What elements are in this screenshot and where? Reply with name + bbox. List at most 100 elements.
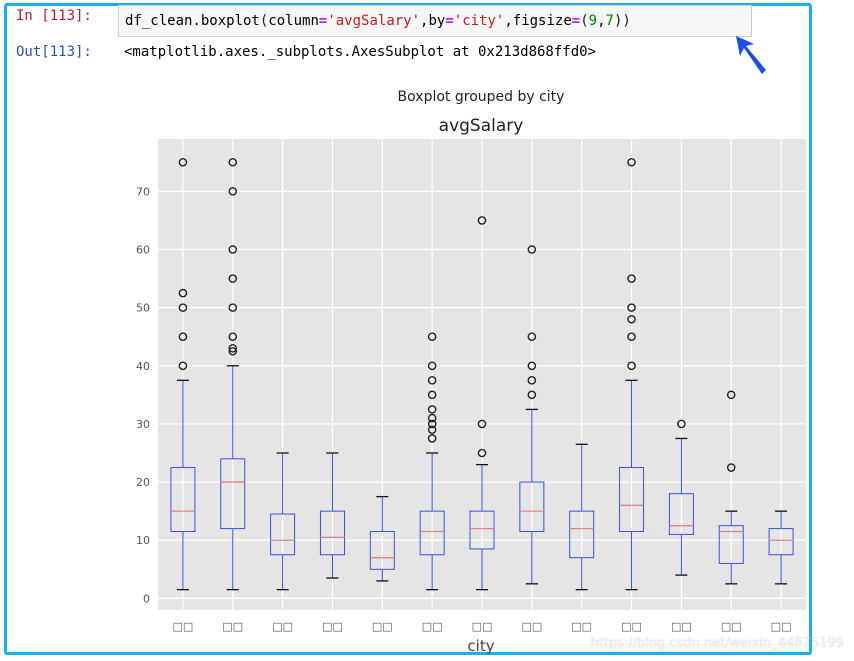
iqr-box bbox=[619, 467, 645, 533]
outlier-point bbox=[228, 187, 238, 196]
code-token: = bbox=[571, 13, 581, 29]
box-group bbox=[419, 332, 445, 591]
outlier-point bbox=[178, 288, 188, 298]
outlier-point bbox=[527, 245, 537, 254]
y-tick-label: 20 bbox=[136, 476, 150, 489]
outlier-point bbox=[726, 463, 736, 472]
x-tick-label: □□ bbox=[372, 620, 393, 633]
code-token: = bbox=[318, 13, 328, 29]
box-group bbox=[768, 510, 794, 585]
x-tick-label: □□ bbox=[222, 620, 243, 633]
x-tick-label: □□ bbox=[671, 620, 692, 633]
outlier-point bbox=[427, 434, 437, 443]
box-group bbox=[619, 157, 645, 591]
iqr-box bbox=[369, 531, 395, 570]
outlier-point bbox=[228, 346, 238, 356]
outlier-point bbox=[427, 419, 437, 429]
box-group bbox=[469, 216, 495, 591]
boxes-layer bbox=[170, 157, 794, 591]
code-token: 7 bbox=[605, 13, 614, 29]
chart-suptitle: Boxplot grouped by city bbox=[398, 89, 565, 105]
outlier-point bbox=[427, 405, 437, 414]
iqr-box bbox=[319, 510, 345, 556]
y-tick-label: 10 bbox=[136, 534, 150, 547]
outlier-point bbox=[178, 157, 188, 167]
outlier-point bbox=[228, 344, 238, 353]
outlier-point bbox=[527, 332, 537, 342]
iqr-box bbox=[668, 493, 694, 535]
outlier-point bbox=[726, 390, 736, 400]
outlier-point bbox=[477, 419, 487, 429]
outlier-point bbox=[627, 332, 636, 342]
cell-frame[interactable] bbox=[4, 3, 812, 655]
outlier-point bbox=[427, 413, 437, 423]
outlier-point bbox=[627, 157, 636, 167]
code-token: ,figsize bbox=[504, 13, 572, 29]
outlier-point bbox=[627, 303, 636, 312]
x-tick-label: □□ bbox=[721, 620, 742, 633]
y-tick-label: 30 bbox=[136, 418, 150, 431]
y-tick-label: 0 bbox=[143, 592, 150, 605]
x-tick-label: □□ bbox=[621, 620, 642, 633]
outlier-point bbox=[527, 390, 537, 400]
code-input[interactable]: df_clean.boxplot(column='avgSalary',by='… bbox=[118, 5, 752, 37]
x-tick-label: □□ bbox=[771, 620, 792, 633]
iqr-box bbox=[718, 525, 744, 564]
code-token: df_clean.boxplot bbox=[125, 13, 260, 29]
chart-title: avgSalary bbox=[439, 116, 524, 136]
box-group bbox=[270, 452, 296, 591]
y-tick-label: 40 bbox=[136, 360, 150, 373]
code-token: column bbox=[268, 13, 319, 29]
outlier-point bbox=[178, 332, 188, 342]
x-tick-label: □□ bbox=[272, 620, 293, 633]
x-tick-label: □□ bbox=[422, 620, 443, 633]
outlier-point bbox=[527, 376, 537, 385]
code-token: ( bbox=[580, 13, 589, 29]
box-group bbox=[569, 443, 595, 591]
y-tick-label: 60 bbox=[136, 243, 150, 256]
out-prompt: Out[113]: bbox=[16, 44, 92, 60]
box-group bbox=[319, 452, 345, 579]
outlier-point bbox=[627, 274, 636, 283]
outlier-point bbox=[427, 376, 437, 385]
iqr-box bbox=[569, 510, 595, 559]
outlier-point bbox=[427, 425, 437, 435]
outlier-point bbox=[228, 332, 238, 342]
outlier-point bbox=[427, 332, 437, 342]
iqr-box bbox=[220, 458, 246, 530]
x-axis-ticks: □□ □□ □□ □□ □□ □□ □□ □□ □□ □□ □□ □□ □□ bbox=[173, 620, 792, 633]
x-axis-label: city bbox=[467, 637, 494, 655]
code-token: 'avgSalary' bbox=[327, 13, 421, 29]
code-token: ( bbox=[259, 13, 269, 29]
box-group bbox=[170, 157, 196, 591]
iqr-box bbox=[768, 528, 794, 556]
x-tick-label: □□ bbox=[571, 620, 592, 633]
box-group bbox=[369, 495, 395, 582]
box-group bbox=[519, 245, 545, 585]
outlier-point bbox=[627, 361, 636, 371]
outlier-point bbox=[477, 216, 487, 225]
code-token: 'city' bbox=[453, 13, 505, 29]
outlier-point bbox=[228, 274, 238, 283]
y-tick-label: 70 bbox=[136, 185, 150, 198]
code-token: ,by bbox=[420, 13, 446, 29]
code-token: 9 bbox=[588, 13, 598, 29]
outlier-point bbox=[427, 361, 437, 371]
box-group bbox=[668, 419, 694, 576]
x-tick-label: □□ bbox=[472, 620, 493, 633]
box-group bbox=[220, 157, 246, 591]
outlier-point bbox=[228, 303, 238, 312]
iqr-box bbox=[419, 510, 445, 556]
box-group bbox=[718, 390, 744, 585]
outlier-point bbox=[477, 448, 487, 458]
code-token: )) bbox=[613, 13, 631, 29]
outlier-point bbox=[627, 314, 636, 324]
x-tick-label: □□ bbox=[322, 620, 343, 633]
outlier-point bbox=[228, 157, 238, 167]
outlier-point bbox=[228, 245, 238, 254]
y-axis-ticks: 0 10 20 30 40 50 60 70 bbox=[136, 185, 150, 605]
outlier-point bbox=[677, 419, 686, 429]
code-token: , bbox=[597, 13, 606, 29]
iqr-box bbox=[170, 467, 196, 533]
